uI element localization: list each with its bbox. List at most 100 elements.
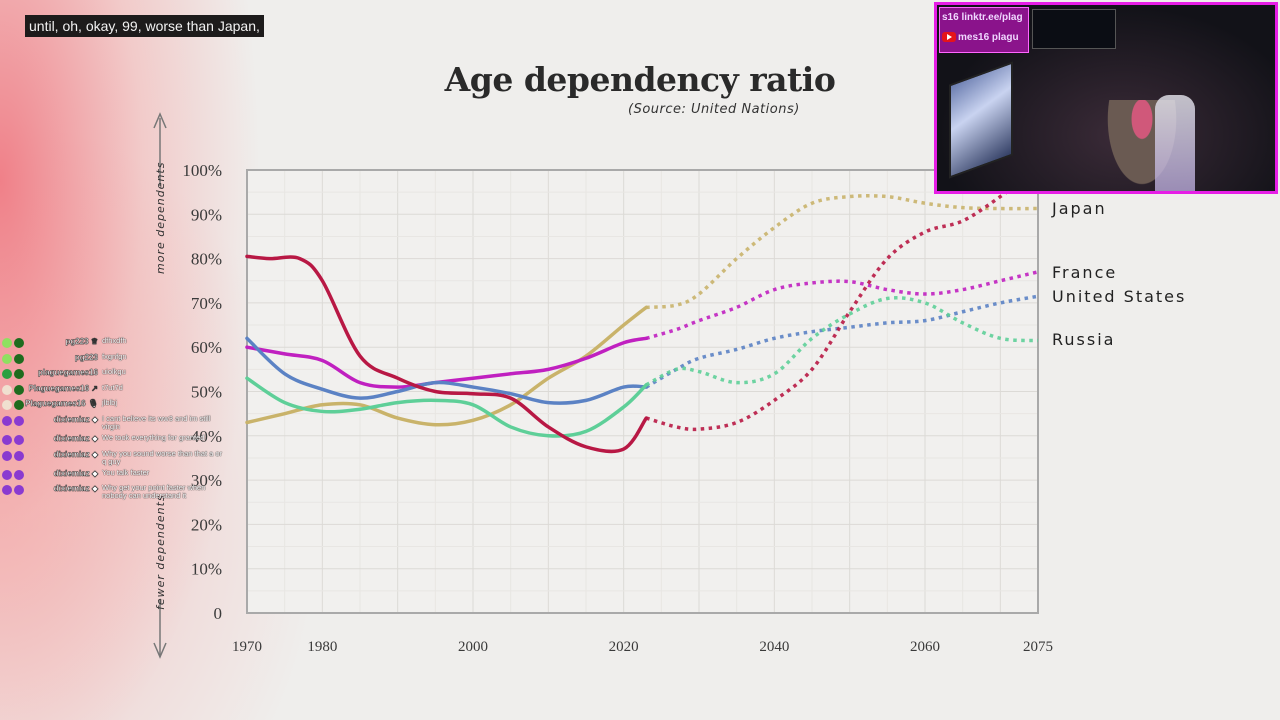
chat-text: uiolkgu	[102, 367, 126, 377]
chat-message: plaguegames16 uiolkgu	[0, 367, 228, 383]
label-united-states: United States	[1052, 287, 1186, 306]
x-tick-label: 2075	[1023, 639, 1053, 655]
chat-message: dixiemiaz ◆ Why get your point faster whe…	[0, 483, 228, 502]
chat-username: plaguegames16	[37, 368, 98, 378]
ylabel-fewer-dependents: fewer dependents	[154, 494, 167, 610]
chat-badge-icon	[2, 384, 12, 395]
chat-badge-icon	[2, 485, 12, 496]
up-arrow-icon	[153, 112, 167, 129]
chat-avatar-icon	[14, 434, 24, 445]
chat-username: pg223 ♛	[65, 337, 98, 346]
chat-message: Plaguegames16 🎙 jlblbj	[0, 398, 228, 414]
series-russia-projection	[645, 296, 1039, 387]
label-france: France	[1052, 263, 1117, 282]
chat-badge-icon	[2, 469, 12, 480]
chat-username: Plaguegames16 ↗	[28, 383, 98, 393]
webcam-youtube-text: mes16 plagu	[958, 32, 1019, 43]
webcam-overlay: s16 linktr.ee/plag mes16 plagu	[934, 2, 1278, 194]
y-axis-annotation: more dependents fewer dependents	[153, 112, 167, 659]
chat-badge-icon	[2, 434, 12, 445]
series-china-unlabeled-historical	[245, 254, 649, 454]
y-tick-label: 60%	[191, 338, 222, 357]
chat-message: dixiemiaz ◆ Why you sound worse than that…	[0, 449, 228, 468]
chat-username: dixiemiaz ◆	[53, 449, 98, 459]
chat-text: We took everything for granted	[102, 432, 205, 442]
webcam-link-line: s16 linktr.ee/plag	[942, 12, 1023, 23]
y-tick-label: 20%	[191, 515, 222, 534]
y-tick-label: 100%	[182, 161, 222, 180]
chat-avatar-icon	[14, 384, 24, 395]
x-axis-ticks: 1970 1980 2000 2020 2040 2060 2075	[232, 639, 1053, 655]
series-united-states-historical	[245, 336, 649, 405]
chat-username: pg223	[74, 352, 99, 362]
chat-username: dixiemiaz ◆	[53, 414, 98, 424]
chat-avatar-icon	[14, 485, 24, 496]
chat-text: dfhxdfh	[102, 336, 127, 345]
series-russia-historical	[245, 376, 649, 438]
chat-avatar-icon	[14, 369, 24, 380]
chat-text: Why get your point faster when nobody ca…	[102, 483, 206, 501]
y-tick-label: 30%	[191, 471, 222, 490]
x-tick-label: 2040	[759, 639, 789, 655]
plot-frame	[246, 169, 1039, 614]
chat-text: t7ut7d	[102, 382, 123, 392]
webcam-monitor	[949, 61, 1013, 179]
chat-username: Plaguegames16 🎙	[25, 399, 98, 409]
series-japan-historical	[245, 305, 649, 427]
chat-username: dixiemiaz ◆	[53, 468, 98, 478]
chat-text: fxgnfgn	[102, 351, 127, 361]
chat-message: Plaguegames16 ↗ t7ut7d	[0, 383, 228, 399]
chat-avatar-icon	[14, 415, 24, 426]
y-tick-label: 0	[214, 604, 223, 623]
x-tick-label: 2060	[910, 639, 940, 655]
webcam-chair	[1155, 95, 1195, 191]
series-lines	[245, 177, 1039, 454]
x-tick-label: 2000	[458, 639, 488, 655]
chat-text: You talk faster	[102, 467, 150, 477]
chat-username: dixiemiaz ◆	[53, 433, 98, 443]
y-tick-label: 90%	[191, 205, 222, 224]
chat-avatar-icon	[14, 450, 24, 461]
chat-badge-icon	[2, 338, 12, 348]
y-tick-label: 70%	[191, 294, 222, 313]
webcam-link-overlay: s16 linktr.ee/plag mes16 plagu	[939, 7, 1029, 53]
chat-badge-icon	[2, 415, 12, 426]
down-arrow-icon	[153, 642, 167, 659]
chat-badge-icon	[2, 400, 12, 411]
chat-avatar-icon	[14, 469, 24, 480]
grid	[246, 169, 1039, 614]
chart-title: Age dependency ratio	[444, 60, 836, 99]
series-labels: Japan France United States Russia	[1051, 199, 1186, 349]
chat-avatar-icon	[14, 338, 24, 348]
chat-message: dixiemiaz ◆ I cant believe its ww3 and im…	[0, 414, 228, 433]
y-tick-label: 10%	[191, 560, 222, 579]
chat-avatar-icon	[14, 353, 24, 364]
chat-text: Why you sound worse than that a or q guy	[102, 448, 223, 466]
youtube-icon	[942, 32, 956, 43]
y-tick-label: 80%	[191, 250, 222, 269]
chat-username: dixiemiaz ◆	[53, 484, 98, 494]
y-axis-ticks: 0 10% 20% 30% 40% 50% 60% 70% 80% 90% 100%	[182, 161, 222, 623]
label-japan: Japan	[1051, 199, 1107, 218]
series-united-states-projection	[645, 294, 1039, 389]
y-tick-label: 40%	[191, 427, 222, 446]
ylabel-more-dependents: more dependents	[154, 162, 167, 274]
webcam-background-screen	[1032, 9, 1116, 49]
chat-badge-icon	[2, 369, 12, 380]
chat-message: pg223 fxgnfgn	[0, 352, 228, 368]
chat-text: I cant believe its ww3 and im still virg…	[102, 413, 211, 431]
chat-message: pg223 ♛ dfhxdfh	[0, 336, 228, 352]
live-caption: until, oh, okay, 99, worse than Japan,	[25, 15, 264, 37]
chat-badge-icon	[2, 353, 12, 364]
label-russia: Russia	[1052, 330, 1115, 349]
chat-message: dixiemiaz ◆ You talk faster	[0, 468, 228, 484]
webcam-youtube-line: mes16 plagu	[940, 28, 1028, 48]
chart-source: (Source: United Nations)	[628, 102, 800, 117]
stream-chat: pg223 ♛ dfhxdfh pg223 fxgnfgn plaguegames16 u…	[0, 336, 228, 502]
x-tick-label: 1970	[232, 639, 262, 655]
series-france-projection	[645, 270, 1039, 341]
chat-badge-icon	[2, 450, 12, 461]
x-tick-label: 2020	[609, 639, 639, 655]
chat-message: dixiemiaz ◆ We took everything for grante…	[0, 433, 228, 449]
